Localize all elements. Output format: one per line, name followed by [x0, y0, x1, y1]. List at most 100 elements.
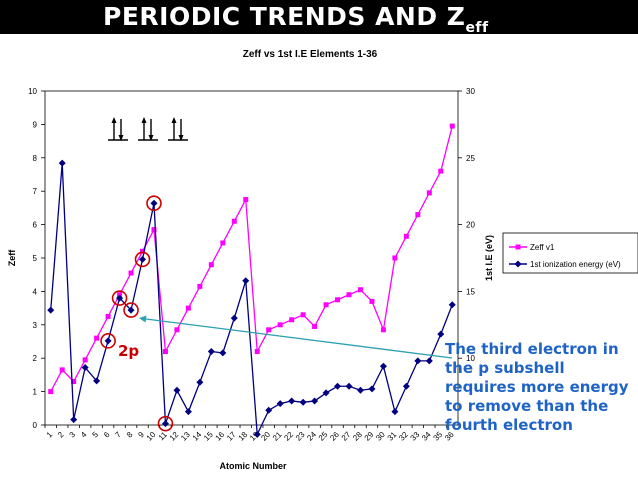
data-point-zeff [128, 270, 134, 276]
data-point-ionization-energy [425, 357, 433, 365]
spin-up-arrowhead [111, 117, 117, 123]
spin-down-arrowhead [148, 135, 154, 141]
highlight-circle [123, 302, 139, 318]
data-point-zeff [312, 323, 318, 329]
data-point-ionization-energy [242, 277, 250, 285]
data-point-zeff [185, 305, 191, 311]
data-point-zeff [220, 240, 226, 246]
slide-title: PERIODIC TRENDS AND Zeff [103, 2, 489, 36]
y2-tick-label: 20 [466, 221, 475, 230]
y-tick-label: 3 [33, 321, 38, 330]
y-tick-label: 6 [33, 221, 38, 230]
x-tick-label: 2 [56, 430, 66, 440]
data-point-zeff [426, 190, 432, 196]
series-layer [47, 123, 456, 438]
title-bar: PERIODIC TRENDS AND Zeff [0, 0, 638, 36]
y-axis-label: Zeff [7, 249, 17, 267]
data-point-zeff [71, 379, 77, 385]
x-axis-label: Atomic Number [219, 461, 287, 471]
chart-title: Zeff vs 1st I.E Elements 1-36 [243, 49, 378, 60]
data-point-ionization-energy [265, 406, 273, 414]
data-point-ionization-energy [311, 397, 319, 405]
data-point-zeff [392, 255, 398, 261]
data-point-zeff [174, 327, 180, 333]
legend-box [502, 232, 638, 274]
y2-axis-label: 1st I.E (eV) [484, 235, 494, 281]
data-point-zeff [48, 389, 54, 395]
data-point-zeff [105, 313, 111, 319]
data-point-ionization-energy [104, 337, 112, 345]
label-2p: 2p [118, 342, 139, 360]
x-tick-label: 4 [79, 430, 89, 440]
y2-tick-label: 30 [466, 87, 475, 96]
data-point-ionization-energy [184, 408, 192, 416]
data-point-zeff [151, 227, 157, 233]
y-tick-label: 0 [33, 421, 38, 430]
annotation-arrowhead [139, 315, 147, 323]
data-point-ionization-energy [116, 294, 124, 302]
y-tick-label: 10 [28, 87, 37, 96]
y-tick-label: 7 [33, 187, 38, 196]
data-point-zeff [357, 287, 363, 293]
data-point-ionization-energy [173, 386, 181, 394]
data-point-ionization-energy [391, 408, 399, 416]
data-point-zeff [231, 218, 237, 224]
y2-tick-label: 25 [466, 154, 475, 163]
spin-down-arrowhead [178, 135, 184, 141]
data-point-zeff [335, 297, 341, 303]
data-point-zeff [415, 212, 421, 218]
x-axis: 1 2 3 4 5 6 7 8 910 11121314151617181920212223242… [44, 425, 456, 443]
data-point-ionization-energy [253, 430, 261, 438]
highlight-circle [146, 195, 162, 212]
data-point-zeff [300, 312, 306, 318]
annotation-arrow [145, 318, 453, 359]
data-point-zeff [59, 367, 65, 373]
data-point-ionization-energy [437, 330, 445, 338]
y-tick-label: 5 [33, 254, 38, 263]
highlight-circle [134, 251, 151, 268]
slide-title-subscript: eff [465, 20, 489, 36]
data-point-zeff [140, 248, 146, 254]
y2-axis: 10 15 20 25 30 [458, 87, 475, 363]
data-point-zeff [254, 349, 260, 355]
slide-title-main: PERIODIC TRENDS AND Z [103, 2, 466, 31]
data-point-ionization-energy [139, 255, 147, 263]
data-point-zeff [197, 283, 203, 289]
data-point-zeff [162, 349, 168, 355]
y-tick-label: 8 [33, 154, 38, 163]
callout-text: The third electron in the p subshell req… [445, 340, 629, 434]
legend-marker-ie [514, 260, 522, 268]
data-point-ionization-energy [81, 364, 89, 372]
data-point-zeff [438, 168, 444, 174]
x-tick-label: 6 [102, 430, 112, 440]
data-point-ionization-energy [448, 301, 456, 309]
legend-marker-zeff [515, 244, 521, 250]
data-point-ionization-energy [356, 386, 364, 394]
y2-tick-label: 10 [466, 354, 475, 363]
highlight-circle [100, 333, 116, 349]
x-tick-label: 7 [113, 430, 123, 440]
data-point-zeff [380, 327, 386, 333]
data-point-ionization-energy [230, 314, 238, 322]
data-point-zeff [277, 322, 283, 328]
data-point-zeff [403, 233, 409, 239]
data-point-zeff [323, 302, 329, 308]
x-tick-label: 8 [125, 430, 135, 440]
data-point-ionization-energy [150, 199, 158, 207]
data-point-ionization-energy [70, 416, 78, 424]
data-point-zeff [94, 335, 100, 341]
highlight-circle [157, 415, 174, 432]
y-tick-label: 1 [33, 388, 38, 397]
data-point-ionization-energy [345, 382, 353, 390]
data-point-ionization-energy [334, 382, 342, 390]
data-point-zeff [369, 298, 375, 304]
data-point-zeff [82, 357, 88, 363]
y-tick-label: 4 [33, 287, 38, 296]
x-tick-label: 1 [45, 430, 55, 440]
data-point-ionization-energy [196, 378, 204, 386]
data-point-ionization-energy [368, 385, 376, 393]
data-point-zeff [289, 317, 295, 323]
x-tick-label: 5 [91, 430, 101, 440]
legend-label-zeff: Zeff v1 [530, 243, 555, 252]
